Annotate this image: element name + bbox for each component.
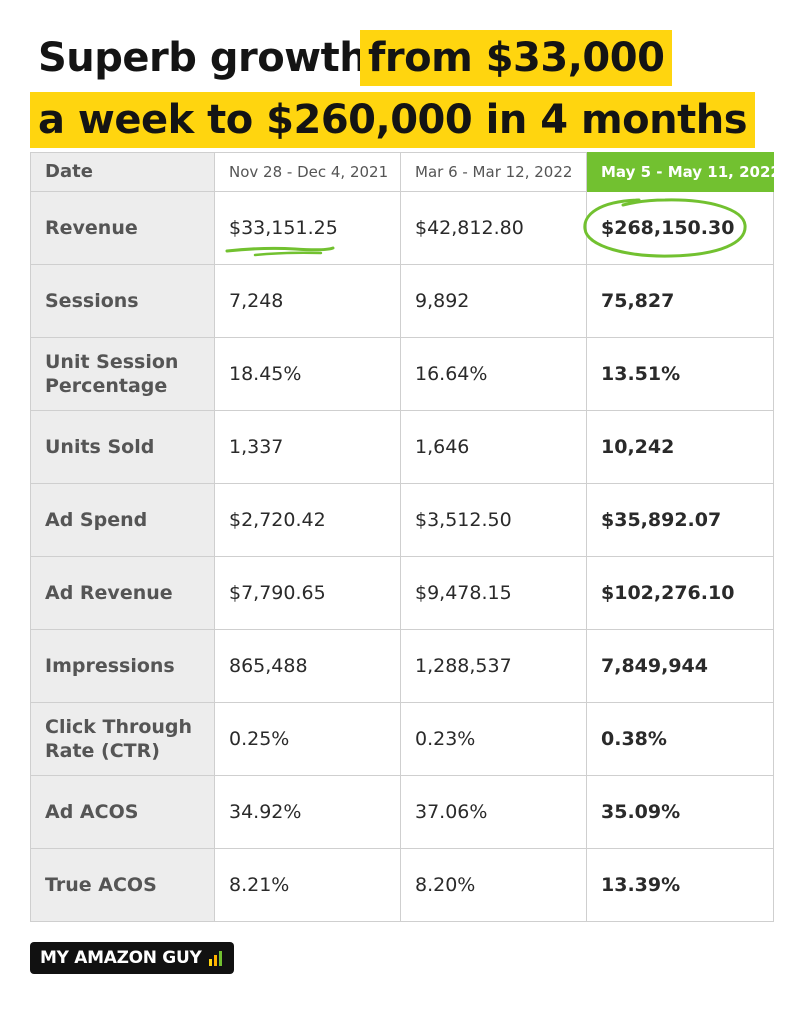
- cell-col-1: $7,790.65: [214, 556, 401, 630]
- table-row: Revenue $33,151.25 $42,812.80 $268,150.3…: [30, 191, 774, 265]
- header-col-3: May 5 - May 11, 2022: [586, 152, 781, 192]
- cell-col-3: $35,892.07: [586, 483, 774, 557]
- cell-col-1: 865,488: [214, 629, 401, 703]
- row-label: Units Sold: [30, 410, 215, 484]
- cell-value: $268,150.30: [601, 217, 735, 239]
- cell-col-2: 0.23%: [400, 702, 587, 776]
- headline: Superb growth: from $33,000 a week to $2…: [30, 30, 790, 148]
- cell-col-2: 1,646: [400, 410, 587, 484]
- cell-col-3: 35.09%: [586, 775, 774, 849]
- table-row: Units Sold 1,337 1,646 10,242: [30, 410, 774, 484]
- table-row: Ad Spend $2,720.42 $3,512.50 $35,892.07: [30, 483, 774, 557]
- table-row: True ACOS 8.21% 8.20% 13.39%: [30, 848, 774, 922]
- cell-col-1: 34.92%: [214, 775, 401, 849]
- cell-col-3: 75,827: [586, 264, 774, 338]
- row-label: Revenue: [30, 191, 215, 265]
- circle-scribble: [583, 198, 747, 258]
- cell-col-1: 8.21%: [214, 848, 401, 922]
- cell-col-3: 13.51%: [586, 337, 774, 411]
- revenue-underlined-value: $33,151.25: [225, 217, 338, 257]
- cell-col-2: $3,512.50: [400, 483, 587, 557]
- cell-col-2: $9,478.15: [400, 556, 587, 630]
- cell-col-3: $102,276.10: [586, 556, 774, 630]
- header-col-2: Mar 6 - Mar 12, 2022: [400, 152, 587, 192]
- cell-col-1: 0.25%: [214, 702, 401, 776]
- stats-table: Date Nov 28 - Dec 4, 2021 Mar 6 - Mar 12…: [30, 152, 781, 922]
- row-label: Ad Revenue: [30, 556, 215, 630]
- cell-col-3: 7,849,944: [586, 629, 774, 703]
- row-label: Unit Session Percentage: [30, 337, 215, 411]
- table-row: Impressions 865,488 1,288,537 7,849,944: [30, 629, 774, 703]
- cell-col-3: 0.38%: [586, 702, 774, 776]
- cell-col-3: 13.39%: [586, 848, 774, 922]
- cell-col-2: $42,812.80: [400, 191, 587, 265]
- cell-col-3: 10,242: [586, 410, 774, 484]
- table-row: Sessions 7,248 9,892 75,827: [30, 264, 774, 338]
- brand-name: MY AMAZON GUY: [40, 948, 202, 968]
- revenue-circled-value: $268,150.30: [583, 198, 747, 258]
- headline-part-3: a week to $260,000 in 4 months: [30, 92, 756, 148]
- headline-part-2: from $33,000: [360, 30, 673, 86]
- cell-col-1: 1,337: [214, 410, 401, 484]
- table-row: Ad Revenue $7,790.65 $9,478.15 $102,276.…: [30, 556, 774, 630]
- header-col-1: Nov 28 - Dec 4, 2021: [214, 152, 401, 192]
- table-row: Unit Session Percentage 18.45% 16.64% 13…: [30, 337, 774, 411]
- cell-value: $33,151.25: [229, 217, 338, 239]
- cell-col-2: 8.20%: [400, 848, 587, 922]
- cell-col-2: 37.06%: [400, 775, 587, 849]
- headline-line-2: a week to $260,000 in 4 months: [30, 88, 790, 148]
- underline-scribble: [225, 246, 335, 257]
- cell-col-2: 9,892: [400, 264, 587, 338]
- headline-part-1: Superb growth:: [38, 35, 383, 81]
- table-row: Click Through Rate (CTR) 0.25% 0.23% 0.3…: [30, 702, 774, 776]
- table-header-row: Date Nov 28 - Dec 4, 2021 Mar 6 - Mar 12…: [30, 152, 781, 192]
- cell-col-1: 7,248: [214, 264, 401, 338]
- bar-chart-icon: [209, 950, 224, 966]
- brand-logo: MY AMAZON GUY: [30, 942, 235, 974]
- cell-col-2: 1,288,537: [400, 629, 587, 703]
- row-label: Ad Spend: [30, 483, 215, 557]
- cell-col-1: 18.45%: [214, 337, 401, 411]
- row-label: Sessions: [30, 264, 215, 338]
- cell-col-1: $2,720.42: [214, 483, 401, 557]
- row-label: Click Through Rate (CTR): [30, 702, 215, 776]
- row-label: True ACOS: [30, 848, 215, 922]
- row-label: Impressions: [30, 629, 215, 703]
- headline-line-1: Superb growth: from $33,000: [30, 30, 790, 88]
- cell-col-2: 16.64%: [400, 337, 587, 411]
- header-label: Date: [30, 152, 215, 192]
- row-label: Ad ACOS: [30, 775, 215, 849]
- cell-col-3: $268,150.30: [583, 191, 774, 265]
- table-row: Ad ACOS 34.92% 37.06% 35.09%: [30, 775, 774, 849]
- cell-col-1: $33,151.25: [214, 191, 401, 265]
